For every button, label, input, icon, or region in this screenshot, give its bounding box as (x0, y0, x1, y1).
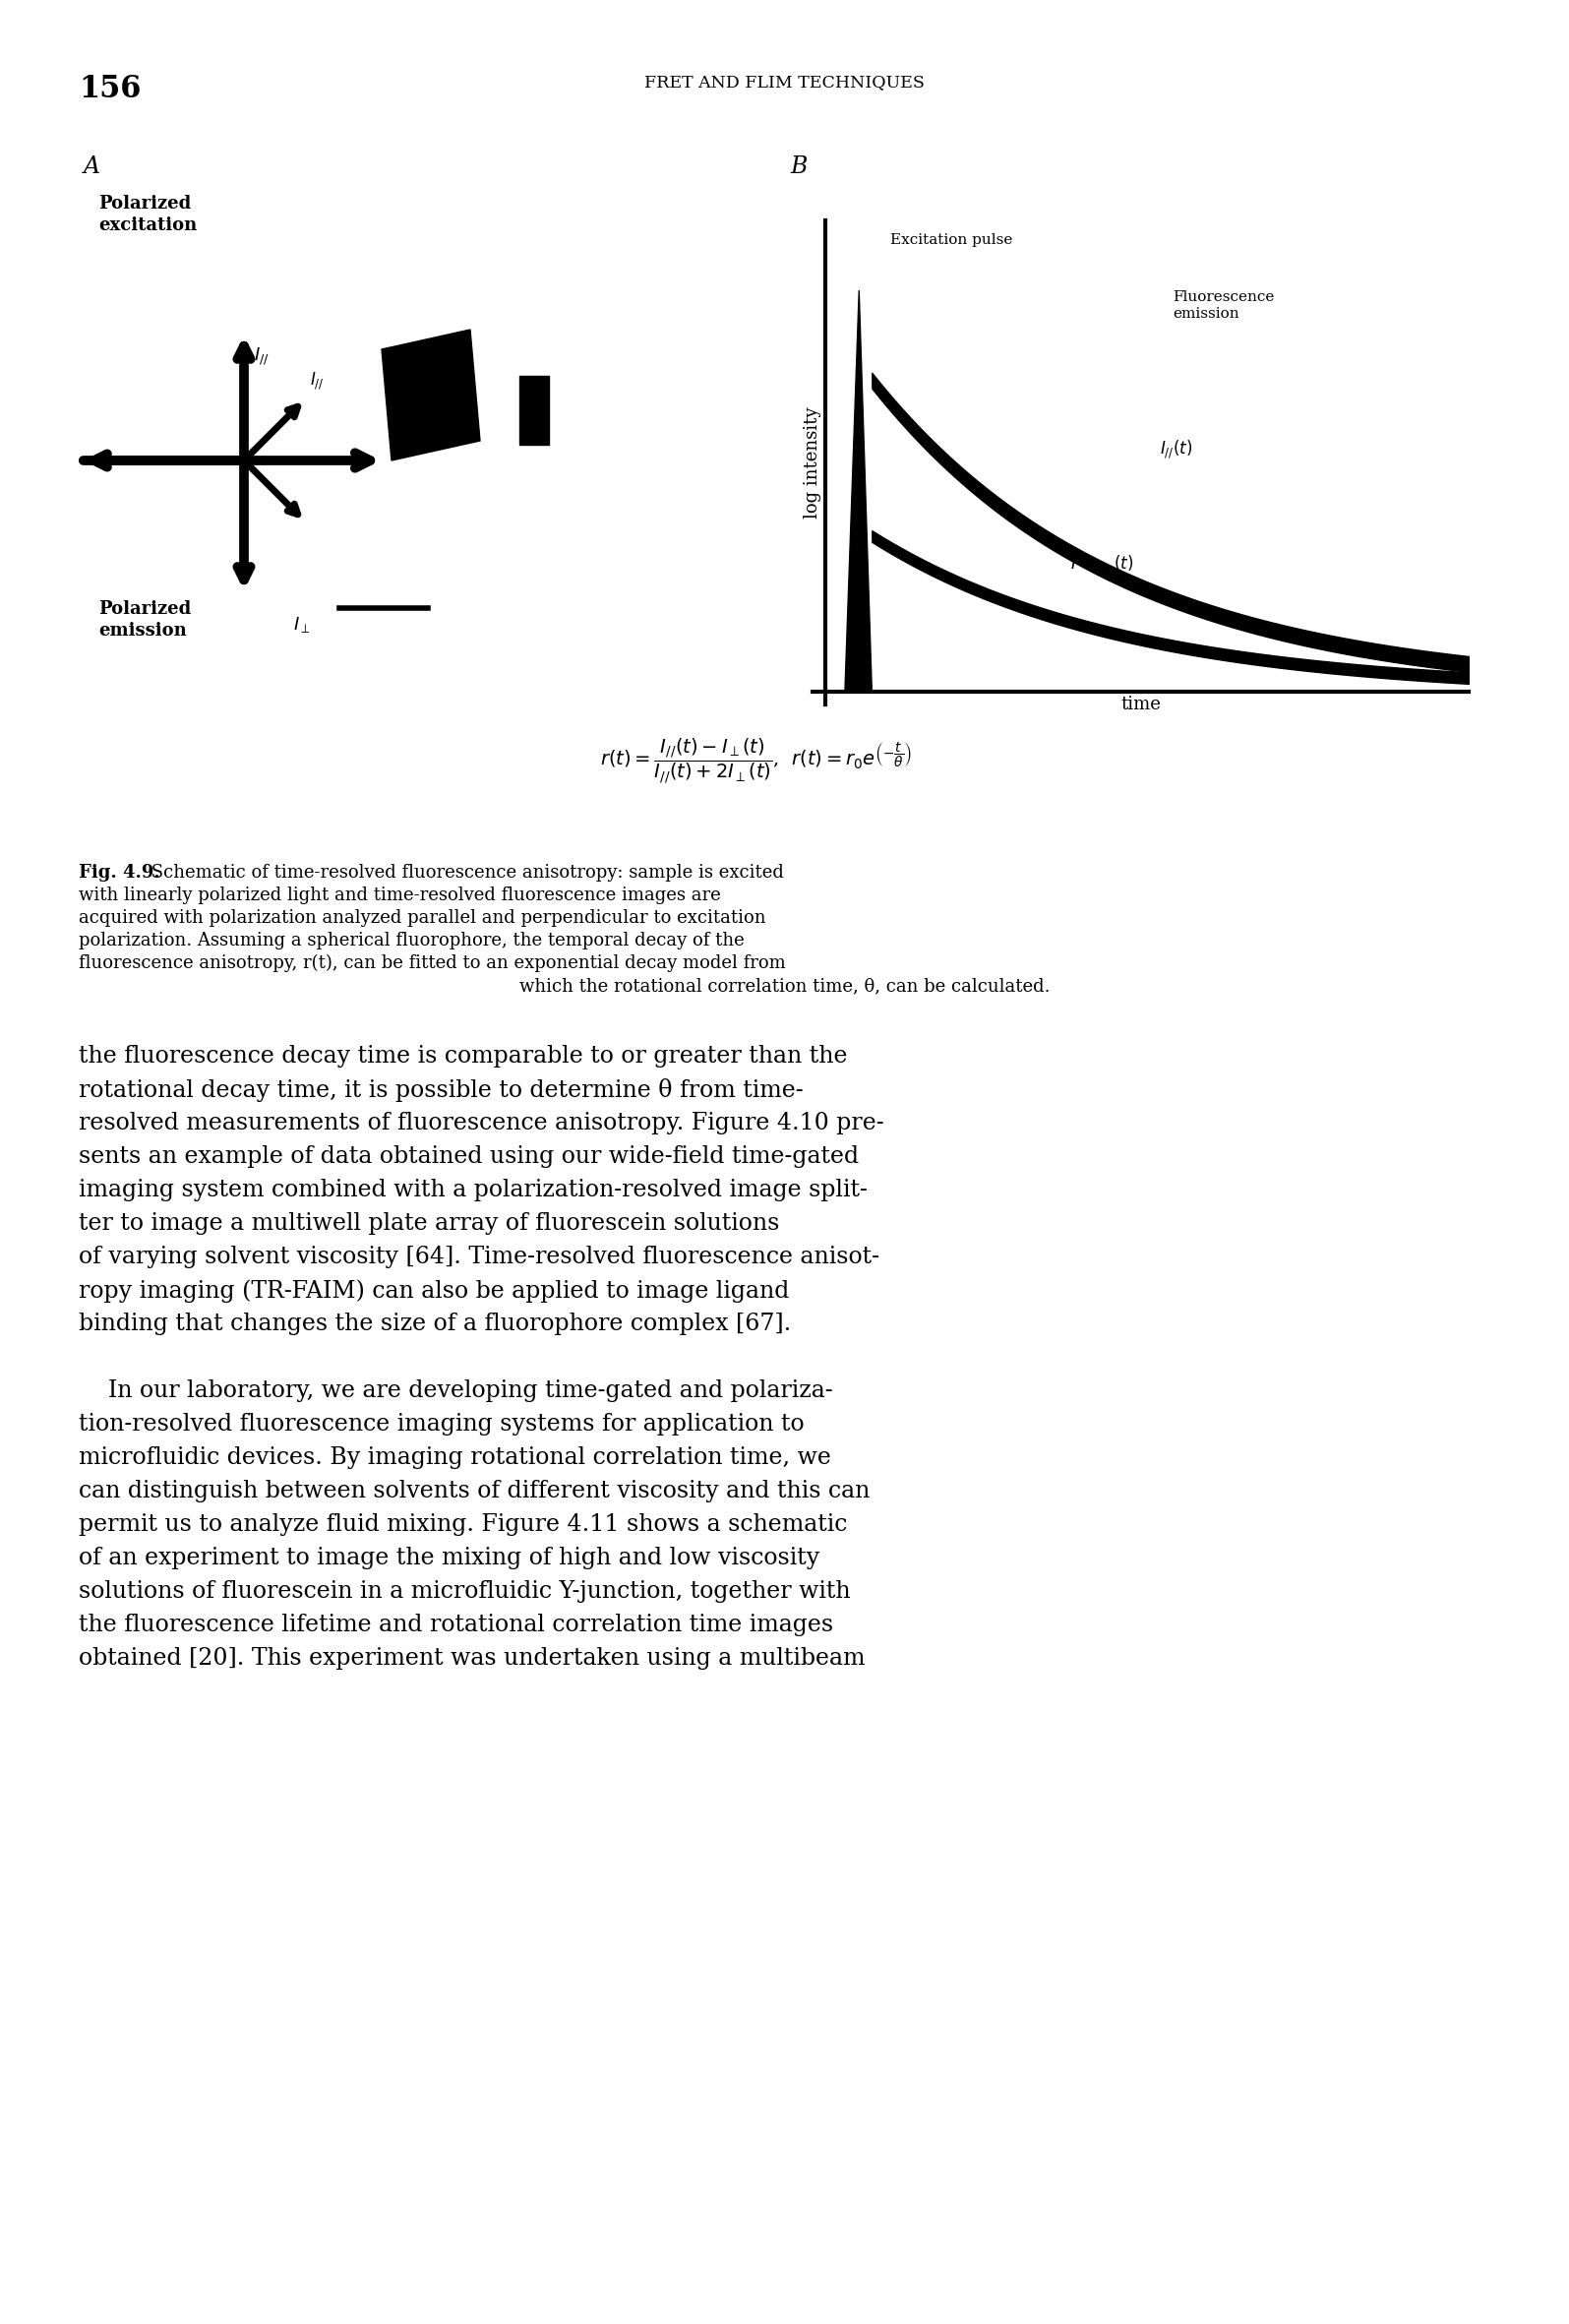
Text: Excitation pulse: Excitation pulse (890, 232, 1012, 246)
Text: of an experiment to image the mixing of high and low viscosity: of an experiment to image the mixing of … (78, 1548, 819, 1569)
Text: sents an example of data obtained using our wide-field time-gated: sents an example of data obtained using … (78, 1146, 858, 1169)
Text: microfluidic devices. By imaging rotational correlation time, we: microfluidic devices. By imaging rotatio… (78, 1446, 832, 1469)
Text: acquired with polarization analyzed parallel and perpendicular to excitation: acquired with polarization analyzed para… (78, 909, 766, 927)
Text: the fluorescence decay time is comparable to or greater than the: the fluorescence decay time is comparabl… (78, 1046, 847, 1067)
Text: obtained [20]. This experiment was undertaken using a multibeam: obtained [20]. This experiment was under… (78, 1648, 865, 1669)
Text: A: A (83, 156, 100, 179)
Text: ter to image a multiwell plate array of fluorescein solutions: ter to image a multiwell plate array of … (78, 1213, 780, 1234)
Text: imaging system combined with a polarization-resolved image split-: imaging system combined with a polarizat… (78, 1178, 868, 1202)
Text: with linearly polarized light and time-resolved fluorescence images are: with linearly polarized light and time-r… (78, 885, 720, 904)
Text: solutions of fluorescein in a microfluidic Y-junction, together with: solutions of fluorescein in a microfluid… (78, 1580, 850, 1604)
Text: binding that changes the size of a fluorophore complex [67].: binding that changes the size of a fluor… (78, 1313, 791, 1336)
Text: can distinguish between solvents of different viscosity and this can: can distinguish between solvents of diff… (78, 1480, 869, 1501)
Text: $I_{//}(t)$: $I_{//}(t)$ (1159, 439, 1192, 460)
Text: $I$  $\perp$  $(t)$: $I$ $\perp$ $(t)$ (1070, 553, 1133, 574)
Text: Fig. 4.9.: Fig. 4.9. (78, 865, 160, 881)
Text: of varying solvent viscosity [64]. Time-resolved fluorescence anisot-: of varying solvent viscosity [64]. Time-… (78, 1246, 880, 1269)
Text: which the rotational correlation time, θ, can be calculated.: which the rotational correlation time, θ… (519, 976, 1050, 995)
Text: the fluorescence lifetime and rotational correlation time images: the fluorescence lifetime and rotational… (78, 1613, 833, 1636)
Polygon shape (519, 376, 549, 444)
Text: In our laboratory, we are developing time-gated and polariza-: In our laboratory, we are developing tim… (78, 1380, 833, 1401)
Polygon shape (381, 330, 480, 460)
Text: permit us to analyze fluid mixing. Figure 4.11 shows a schematic: permit us to analyze fluid mixing. Figur… (78, 1513, 847, 1536)
Text: $r(t)= \dfrac{I_{//}(t)-I_{\perp}(t)}{I_{//}(t)+2I_{\perp}(t)}$,  $r(t)=r_0 e^{\: $r(t)= \dfrac{I_{//}(t)-I_{\perp}(t)}{I_… (599, 737, 912, 786)
Text: 156: 156 (78, 74, 141, 105)
Text: $I_{\perp}$: $I_{\perp}$ (293, 616, 311, 634)
Text: FRET AND FLIM TECHNIQUES: FRET AND FLIM TECHNIQUES (645, 74, 924, 91)
Text: polarization. Assuming a spherical fluorophore, the temporal decay of the: polarization. Assuming a spherical fluor… (78, 932, 744, 951)
Text: resolved measurements of fluorescence anisotropy. Figure 4.10 pre-: resolved measurements of fluorescence an… (78, 1111, 883, 1134)
Text: Fluorescence
emission: Fluorescence emission (1172, 290, 1274, 321)
Text: $I_{//}$: $I_{//}$ (311, 370, 325, 390)
Text: $I_{//}$: $I_{//}$ (254, 346, 270, 367)
Text: Polarized
emission: Polarized emission (99, 600, 191, 639)
Text: B: B (789, 156, 806, 179)
Text: Polarized
excitation: Polarized excitation (99, 195, 198, 235)
Y-axis label: log intensity: log intensity (803, 407, 822, 518)
Text: rotational decay time, it is possible to determine θ from time-: rotational decay time, it is possible to… (78, 1078, 803, 1102)
Polygon shape (844, 290, 872, 693)
Text: ropy imaging (TR-FAIM) can also be applied to image ligand: ropy imaging (TR-FAIM) can also be appli… (78, 1278, 789, 1301)
Text: tion-resolved fluorescence imaging systems for application to: tion-resolved fluorescence imaging syste… (78, 1413, 805, 1436)
Text: Schematic of time-resolved fluorescence anisotropy: sample is excited: Schematic of time-resolved fluorescence … (146, 865, 785, 881)
X-axis label: time: time (1120, 695, 1161, 713)
Text: fluorescence anisotropy, r(t), can be fitted to an exponential decay model from: fluorescence anisotropy, r(t), can be fi… (78, 955, 786, 971)
